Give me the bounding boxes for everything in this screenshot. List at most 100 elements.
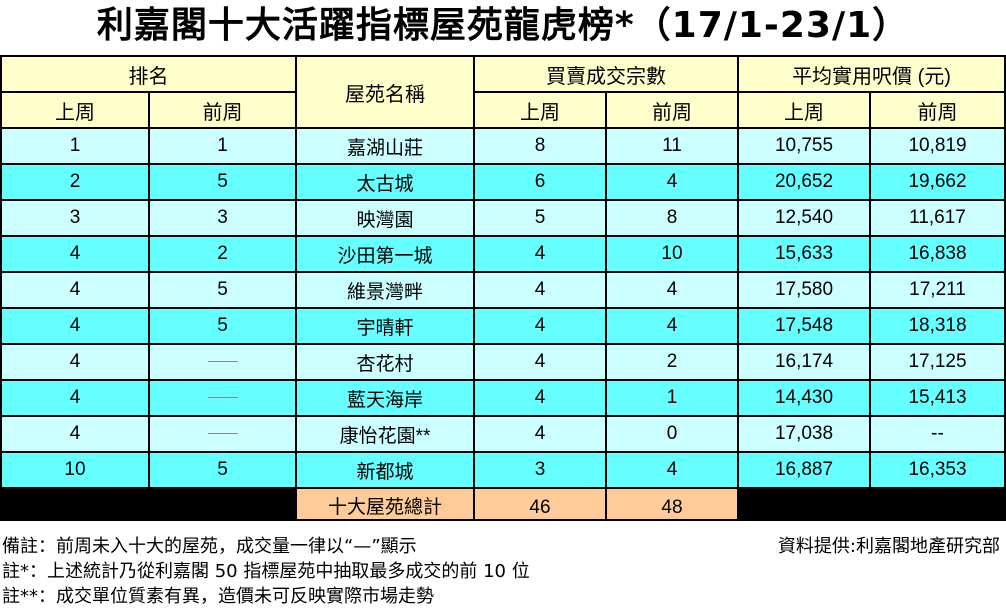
cell-vol-last: 4 <box>473 307 607 345</box>
cell-rank-last: 2 <box>0 163 150 201</box>
cell-estate: 沙田第一城 <box>295 235 475 273</box>
cell-price-last: 17,548 <box>737 307 871 345</box>
dash-mark <box>207 397 238 399</box>
cell-rank-prev: 3 <box>148 199 297 237</box>
cell-vol-prev: 4 <box>605 271 739 309</box>
cell-estate: 嘉湖山莊 <box>295 127 475 165</box>
table-row: 4 藍天海岸 4 1 14,430 15,413 <box>0 379 1006 417</box>
note-star: 註*：上述統計乃從利嘉閣 50 指標屋苑中抽取最多成交的前 10 位 <box>2 561 530 582</box>
cell-price-last: 12,540 <box>737 199 871 237</box>
cell-price-last: 10,755 <box>737 127 871 165</box>
table-row: 1 1 嘉湖山莊 8 11 10,755 10,819 <box>0 127 1006 165</box>
header-rank: 排名 <box>0 55 297 93</box>
header-price-last: 上周 <box>737 91 871 129</box>
cell-price-prev: 16,353 <box>868 451 1006 489</box>
cell-rank-last: 4 <box>0 379 150 417</box>
page-title: 利嘉閣十大活躍指標屋苑龍虎榜*（17/1-23/1） <box>96 5 910 46</box>
note-remark: 備註：前周未入十大的屋苑，成交量一律以“—”顯示 <box>2 536 417 557</box>
cell-rank-prev: 5 <box>148 451 297 489</box>
table-row: 4 康怡花園** 4 0 17,038 -- <box>0 415 1006 453</box>
note-double-star: 註**：成交單位質素有異，造價未可反映實際市場走勢 <box>2 586 434 607</box>
table-row: 3 3 映灣園 5 8 12,540 11,617 <box>0 199 1006 237</box>
cell-vol-prev: 4 <box>605 307 739 345</box>
cell-price-last: 15,633 <box>737 235 871 273</box>
cell-vol-last: 4 <box>473 379 607 417</box>
dash-mark <box>207 433 238 435</box>
cell-price-last: 16,887 <box>737 451 871 489</box>
header-rank-prev: 前周 <box>148 91 297 129</box>
header-price: 平均實用呎價 (元) <box>736 55 1006 93</box>
table-row: 10 5 新都城 3 4 16,887 16,353 <box>0 451 1006 489</box>
cell-vol-prev: 0 <box>605 415 739 453</box>
dash-mark <box>207 361 238 363</box>
cell-vol-last: 4 <box>473 271 607 309</box>
cell-rank-last: 1 <box>0 127 150 165</box>
cell-vol-prev: 1 <box>605 379 739 417</box>
table-row: 2 5 太古城 6 4 20,652 19,662 <box>0 163 1006 201</box>
cell-estate: 杏花村 <box>295 343 475 381</box>
cell-rank-prev <box>148 343 297 381</box>
cell-vol-prev: 4 <box>605 163 739 201</box>
cell-vol-prev: 11 <box>605 127 739 165</box>
cell-vol-prev: 10 <box>605 235 739 273</box>
table-row: 4 杏花村 4 2 16,174 17,125 <box>0 343 1006 381</box>
cell-price-last: 16,174 <box>737 343 871 381</box>
cell-rank-last: 4 <box>0 415 150 453</box>
cell-vol-last: 5 <box>473 199 607 237</box>
total-vol-prev: 48 <box>605 487 739 521</box>
cell-rank-prev: 2 <box>148 235 297 273</box>
cell-estate: 映灣園 <box>295 199 475 237</box>
cell-price-prev: 16,838 <box>868 235 1006 273</box>
cell-price-last: 17,038 <box>737 415 871 453</box>
cell-rank-prev <box>148 415 297 453</box>
cell-price-prev: 17,125 <box>868 343 1006 381</box>
source-credit: 資料提供:利嘉閣地產研究部 <box>777 536 1000 557</box>
cell-vol-prev: 4 <box>605 451 739 489</box>
cell-rank-prev: 1 <box>148 127 297 165</box>
header-volume: 買賣成交宗數 <box>473 55 739 93</box>
cell-vol-last: 4 <box>473 343 607 381</box>
cell-rank-last: 4 <box>0 343 150 381</box>
cell-price-prev: 17,211 <box>868 271 1006 309</box>
header-vol-prev: 前周 <box>605 91 739 129</box>
cell-price-prev: 15,413 <box>868 379 1006 417</box>
cell-estate: 太古城 <box>295 163 475 201</box>
cell-rank-prev <box>148 379 297 417</box>
cell-estate: 藍天海岸 <box>295 379 475 417</box>
total-spacer <box>0 487 150 521</box>
cell-rank-last: 10 <box>0 451 150 489</box>
cell-price-last: 20,652 <box>737 163 871 201</box>
cell-vol-last: 4 <box>473 415 607 453</box>
cell-vol-last: 8 <box>473 127 607 165</box>
cell-vol-last: 4 <box>473 235 607 273</box>
header-price-prev: 前周 <box>868 91 1006 129</box>
cell-price-prev: 10,819 <box>868 127 1006 165</box>
cell-rank-last: 3 <box>0 199 150 237</box>
cell-vol-last: 6 <box>473 163 607 201</box>
table-row: 4 5 宇晴軒 4 4 17,548 18,318 <box>0 307 1006 345</box>
cell-rank-last: 4 <box>0 307 150 345</box>
cell-rank-prev: 5 <box>148 271 297 309</box>
total-label: 十大屋苑總計 <box>295 487 475 521</box>
total-spacer <box>868 487 1006 521</box>
total-spacer <box>148 487 297 521</box>
cell-vol-prev: 2 <box>605 343 739 381</box>
cell-rank-prev: 5 <box>148 163 297 201</box>
cell-vol-prev: 8 <box>605 199 739 237</box>
cell-price-last: 17,580 <box>737 271 871 309</box>
total-spacer <box>737 487 871 521</box>
table-row: 4 2 沙田第一城 4 10 15,633 16,838 <box>0 235 1006 273</box>
cell-estate: 宇晴軒 <box>295 307 475 345</box>
cell-rank-last: 4 <box>0 271 150 309</box>
cell-price-prev: 19,662 <box>868 163 1006 201</box>
cell-price-last: 14,430 <box>737 379 871 417</box>
table-row: 4 5 維景灣畔 4 4 17,580 17,211 <box>0 271 1006 309</box>
cell-vol-last: 3 <box>473 451 607 489</box>
header-vol-last: 上周 <box>473 91 607 129</box>
cell-price-prev: 18,318 <box>868 307 1006 345</box>
ranking-table: 排名 屋苑名稱 買賣成交宗數 平均實用呎價 (元) 上周 前周 上周 前周 上周… <box>0 55 1006 521</box>
total-vol-last: 46 <box>473 487 607 521</box>
cell-price-prev: -- <box>868 415 1006 453</box>
cell-rank-last: 4 <box>0 235 150 273</box>
cell-estate: 新都城 <box>295 451 475 489</box>
